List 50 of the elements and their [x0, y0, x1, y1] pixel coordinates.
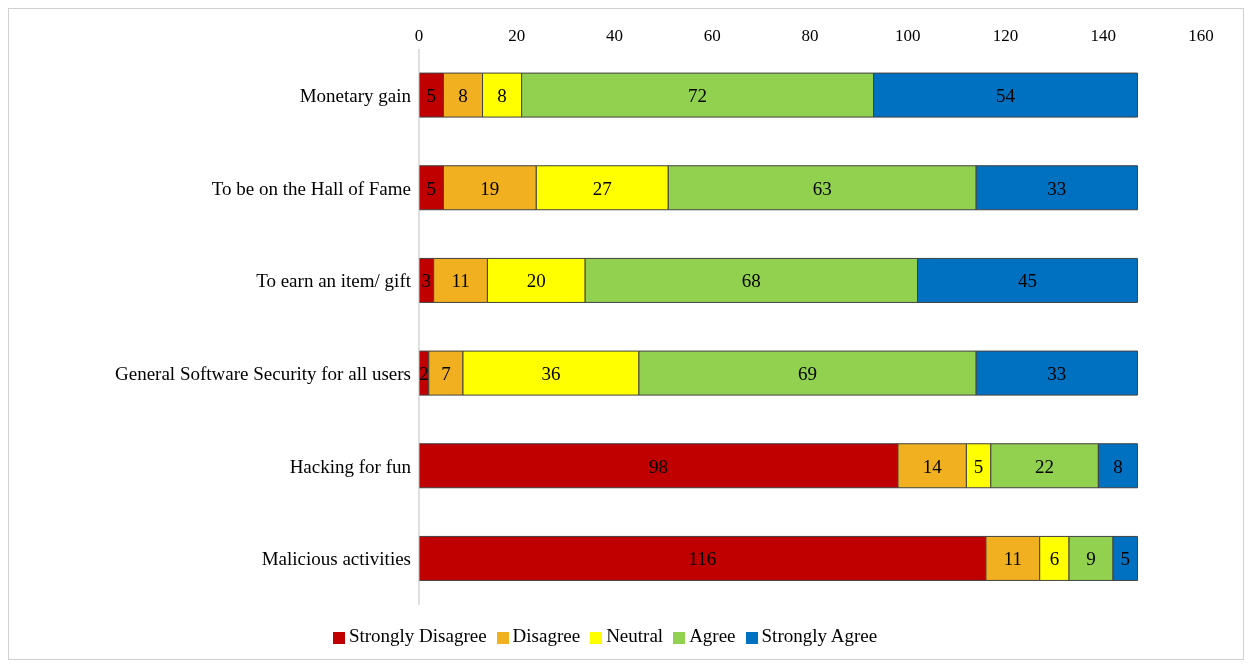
data-label: 11 [451, 270, 470, 292]
data-label: 8 [458, 84, 468, 106]
data-label: 14 [922, 455, 943, 477]
x-tick-label: 140 [1090, 26, 1116, 45]
data-label: 54 [996, 84, 1016, 106]
y-tick-label: General Software Security for all users [115, 363, 411, 385]
y-tick-label: Monetary gain [299, 85, 412, 107]
legend-label: Disagree [512, 625, 581, 646]
data-label: 2 [419, 362, 429, 384]
data-label: 6 [1049, 548, 1060, 570]
data-label: 8 [1113, 455, 1123, 477]
y-tick-label: Malicious activities [261, 548, 411, 570]
data-label: 72 [688, 84, 708, 106]
y-tick-label: To earn an item/ gift [256, 270, 412, 292]
x-tick-label: 0 [414, 26, 424, 45]
data-label: 68 [741, 270, 761, 292]
data-label: 5 [1120, 548, 1130, 570]
x-tick-label: 120 [992, 26, 1019, 45]
legend-label: Strongly Disagree [348, 625, 487, 646]
x-tick-label: 60 [703, 26, 721, 45]
data-label: 98 [648, 455, 668, 477]
data-label: 7 [441, 362, 451, 384]
x-tick-label: 80 [801, 26, 819, 45]
data-label: 33 [1047, 362, 1067, 384]
y-tick-label: To be on the Hall of Fame [211, 177, 411, 199]
data-label: 9 [1086, 548, 1096, 570]
data-label: 5 [973, 455, 984, 477]
y-tick-label: Hacking for fun [289, 455, 412, 477]
x-tick-label: 40 [606, 26, 623, 45]
data-label: 5 [426, 84, 436, 106]
data-label: 116 [688, 548, 717, 570]
x-tick-label: 20 [508, 26, 526, 45]
data-label: 5 [426, 177, 436, 199]
data-label: 8 [497, 84, 507, 106]
data-label: 45 [1017, 270, 1037, 292]
data-label: 3 [421, 270, 432, 292]
data-label: 63 [812, 177, 832, 199]
data-label: 19 [480, 177, 500, 199]
data-label: 20 [526, 270, 546, 292]
data-label: 22 [1035, 455, 1055, 477]
legend-label: Strongly Agree [761, 625, 878, 646]
data-label: 27 [592, 177, 612, 199]
data-label: 36 [541, 362, 561, 384]
data-label: 33 [1047, 177, 1067, 199]
legend-label: Neutral [606, 625, 664, 646]
data-label: 69 [798, 362, 818, 384]
x-tick-label: 100 [895, 26, 921, 45]
legend-label: Agree [689, 625, 736, 646]
data-label: 11 [1003, 548, 1022, 570]
x-tick-label: 160 [1188, 26, 1214, 45]
